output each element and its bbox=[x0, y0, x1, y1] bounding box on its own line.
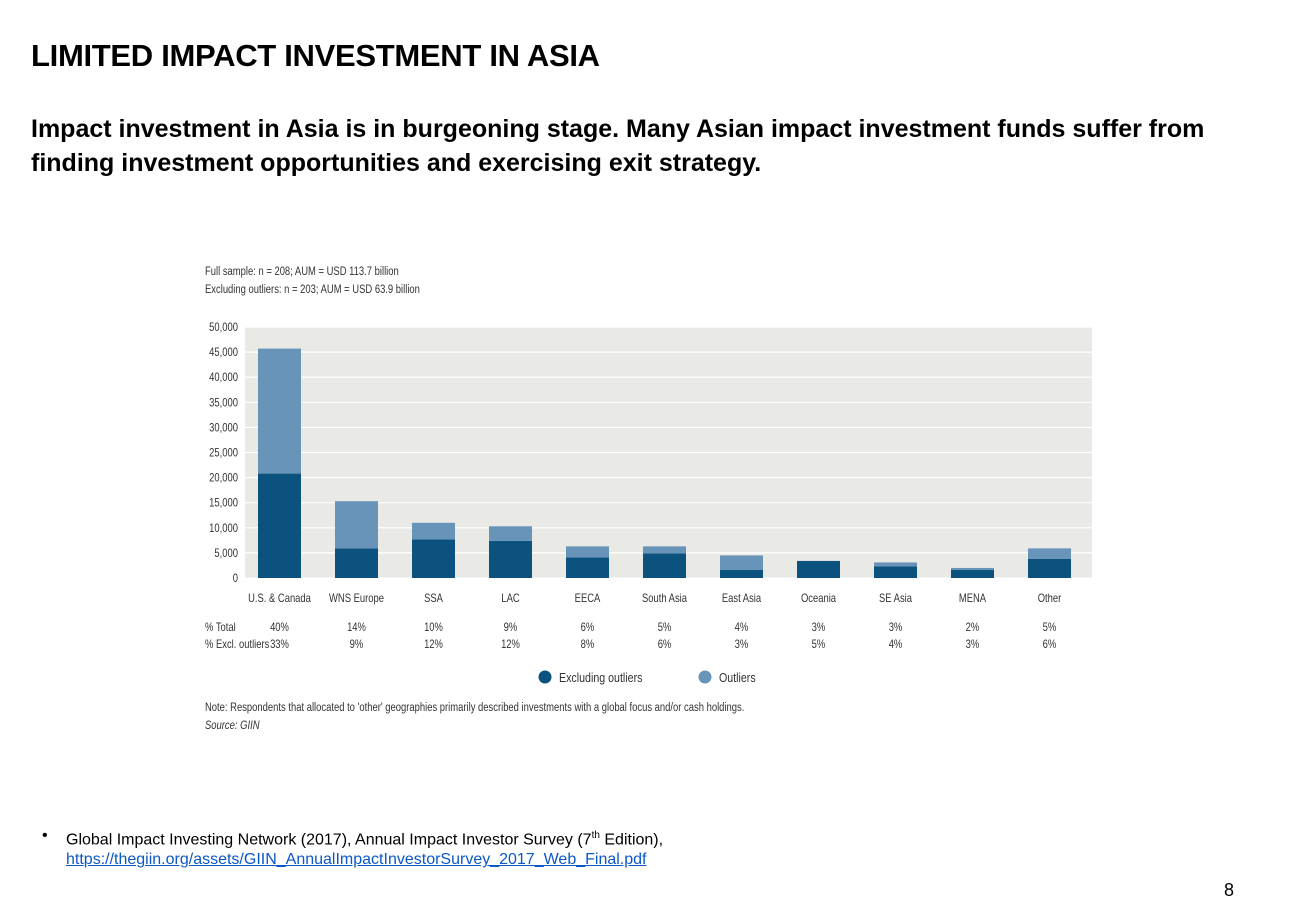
y-tick-label: 10,000 bbox=[209, 522, 238, 535]
y-tick-label: 25,000 bbox=[209, 447, 238, 460]
bar-excluding-outliers bbox=[643, 553, 686, 578]
stat-value: 3% bbox=[889, 621, 903, 634]
stat-value: 33% bbox=[270, 638, 289, 651]
x-tick-label: MENA bbox=[959, 592, 986, 605]
stat-row-label: % Excl. outliers bbox=[205, 638, 269, 651]
bar-excluding-outliers bbox=[335, 548, 378, 578]
slide-title: LIMITED IMPACT INVESTMENT IN ASIA bbox=[31, 38, 600, 73]
bar-excluding-outliers bbox=[797, 560, 840, 578]
bar-outliers bbox=[874, 562, 917, 567]
x-tick-label: South Asia bbox=[642, 592, 687, 605]
y-tick-label: 50,000 bbox=[209, 321, 238, 334]
bar-outliers bbox=[720, 555, 763, 570]
reference-body: Global Impact Investing Network (2017), … bbox=[66, 826, 966, 870]
x-tick-label: LAC bbox=[501, 592, 520, 605]
stat-value: 12% bbox=[424, 638, 443, 651]
legend-label: Excluding outliers bbox=[559, 670, 643, 685]
x-tick-label: SE Asia bbox=[879, 592, 912, 605]
y-tick-label: 0 bbox=[233, 572, 238, 585]
bar-excluding-outliers bbox=[566, 557, 609, 578]
x-tick-label: SSA bbox=[424, 592, 443, 605]
bar-outliers bbox=[335, 501, 378, 549]
bar-outliers bbox=[951, 567, 994, 570]
stat-value: 3% bbox=[812, 621, 826, 634]
x-tick-label: Oceania bbox=[801, 592, 836, 605]
y-tick-label: 30,000 bbox=[209, 422, 238, 435]
bar-excluding-outliers bbox=[412, 539, 455, 578]
stat-value: 12% bbox=[501, 638, 520, 651]
stat-value: 5% bbox=[812, 638, 826, 651]
stat-value: 5% bbox=[1043, 621, 1057, 634]
bar-outliers bbox=[412, 522, 455, 540]
reference-text-after: Edition), bbox=[599, 831, 664, 849]
stat-value: 4% bbox=[889, 638, 903, 651]
legend-marker bbox=[538, 670, 552, 684]
stat-value: 14% bbox=[347, 621, 366, 634]
reference-sup: th bbox=[591, 830, 600, 841]
x-tick-label: East Asia bbox=[722, 592, 761, 605]
bar-excluding-outliers bbox=[258, 473, 301, 578]
stat-value: 5% bbox=[658, 621, 672, 634]
chart-note: Note: Respondents that allocated to 'oth… bbox=[205, 702, 745, 714]
stat-value: 2% bbox=[966, 621, 980, 634]
bar-outliers bbox=[566, 546, 609, 558]
x-tick-label: U.S. & Canada bbox=[248, 592, 311, 605]
bar-excluding-outliers bbox=[951, 569, 994, 578]
bar-excluding-outliers bbox=[1028, 558, 1071, 578]
stat-value: 6% bbox=[658, 638, 672, 651]
bar-outliers bbox=[1028, 548, 1071, 559]
y-tick-label: 35,000 bbox=[209, 396, 238, 409]
stat-value: 40% bbox=[270, 621, 289, 634]
x-tick-label: WNS Europe bbox=[329, 592, 384, 605]
bar-excluding-outliers bbox=[720, 569, 763, 578]
bar-excluding-outliers bbox=[874, 566, 917, 578]
y-tick-label: 15,000 bbox=[209, 497, 238, 510]
y-tick-label: 45,000 bbox=[209, 346, 238, 359]
reference-bullet: • bbox=[42, 827, 48, 844]
stat-value: 10% bbox=[424, 621, 443, 634]
x-tick-label: Other bbox=[1038, 592, 1062, 605]
sample-line-full: Full sample: n = 208; AUM = USD 113.7 bi… bbox=[205, 266, 399, 278]
legend-marker bbox=[698, 670, 712, 684]
reference-text: Global Impact Investing Network (2017), … bbox=[66, 831, 592, 849]
stat-value: 8% bbox=[581, 638, 595, 651]
y-tick-label: 40,000 bbox=[209, 371, 238, 384]
stat-value: 9% bbox=[350, 638, 364, 651]
stat-row-label: % Total bbox=[205, 621, 236, 634]
bar-excluding-outliers bbox=[489, 540, 532, 578]
stat-value: 3% bbox=[966, 638, 980, 651]
bar-chart: 0 5,000 10,000 15,000 20,000 25,000 30,000 35,0… bbox=[205, 321, 1092, 685]
chart-container: Full sample: n = 208; AUM = USD 113.7 bi… bbox=[195, 262, 1105, 742]
chart-source: Source: GIIN bbox=[205, 720, 260, 732]
legend-label: Outliers bbox=[719, 670, 756, 685]
slide-subtitle: Impact investment in Asia is in burgeoni… bbox=[31, 115, 1205, 177]
sample-line-excluding: Excluding outliers: n = 203; AUM = USD 6… bbox=[205, 284, 420, 296]
bar-outliers bbox=[643, 546, 686, 554]
stat-value: 6% bbox=[1043, 638, 1057, 651]
reference-link[interactable]: https://thegiin.org/assets/GIIN_AnnualIm… bbox=[66, 851, 647, 869]
stat-value: 6% bbox=[581, 621, 595, 634]
y-tick-label: 20,000 bbox=[209, 472, 238, 485]
stat-value: 9% bbox=[504, 621, 518, 634]
stat-value: 4% bbox=[735, 621, 749, 634]
page-number: 8 bbox=[1224, 880, 1235, 900]
bar-outliers bbox=[489, 526, 532, 541]
x-tick-label: EECA bbox=[575, 592, 601, 605]
bar-outliers bbox=[258, 348, 301, 474]
y-tick-label: 5,000 bbox=[214, 547, 238, 560]
stat-value: 3% bbox=[735, 638, 749, 651]
